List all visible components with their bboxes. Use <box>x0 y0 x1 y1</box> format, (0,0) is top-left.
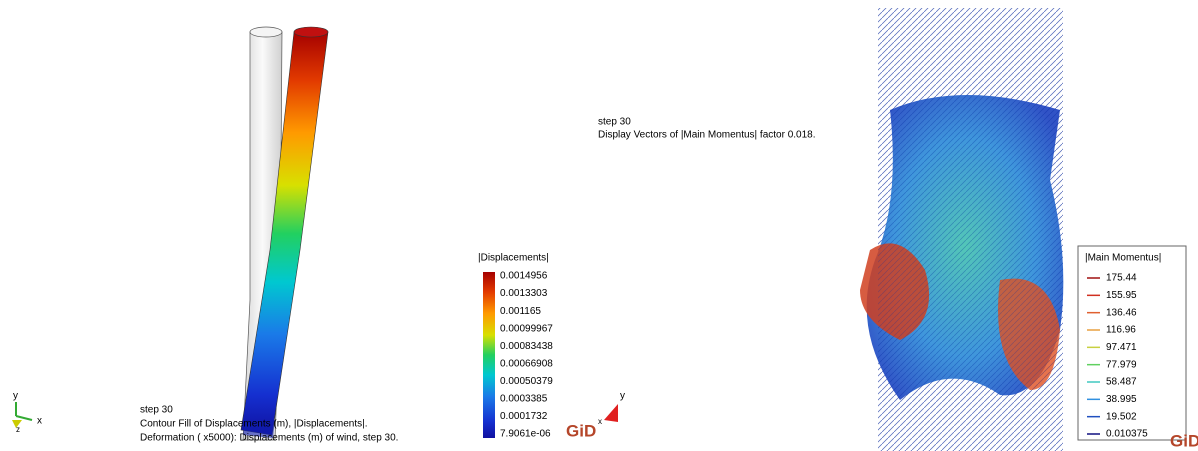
legend-label: 0.00050379 <box>500 376 553 387</box>
legend-label: 38.995 <box>1106 394 1137 405</box>
left-view: y x z step 30 Contour Fill of Displacemen… <box>12 27 596 444</box>
legend-label: 77.979 <box>1106 359 1137 370</box>
logo: GiD <box>566 421 596 440</box>
legend-label: 0.0001732 <box>500 411 548 422</box>
caption-line: Deformation ( x5000): Displacements (m) … <box>140 433 398 444</box>
legend-label: 0.0014956 <box>500 271 548 282</box>
deformed-top <box>294 27 328 37</box>
legend-label: 175.44 <box>1106 273 1137 284</box>
caption-line: Contour Fill of Displacements (m), |Disp… <box>140 419 368 430</box>
axis-label: z <box>16 425 20 434</box>
caption-line: step 30 <box>140 405 173 416</box>
axis-triad: y x <box>598 391 625 426</box>
axis-label: x <box>37 416 42 427</box>
legend-label: 155.95 <box>1106 290 1137 301</box>
tube-top <box>250 27 282 37</box>
legend-label: 19.502 <box>1106 411 1137 422</box>
legend-title: |Main Momentus| <box>1085 253 1161 264</box>
logo: GiD <box>1170 431 1198 450</box>
legend-label: 58.487 <box>1106 377 1137 388</box>
legend-label: 0.0013303 <box>500 288 548 299</box>
legend-label: 7.9061e-06 <box>500 429 551 440</box>
legend-title: |Displacements| <box>478 253 549 264</box>
caption-line: step 30 <box>598 117 631 128</box>
axis-label: x <box>598 417 602 426</box>
color-bar <box>483 272 495 438</box>
legend-label: 0.00083438 <box>500 341 553 352</box>
caption-line: Display Vectors of |Main Momentus| facto… <box>598 130 816 141</box>
axis-label: y <box>620 391 625 402</box>
legend-label: 0.001165 <box>500 306 541 317</box>
legend-label: 0.00099967 <box>500 323 553 334</box>
axis-label: y <box>13 391 18 402</box>
right-view: y x step 30 Display Vectors of |Main Mome… <box>598 8 1198 451</box>
legend-label: 97.471 <box>1106 342 1137 353</box>
legend-label: 0.00066908 <box>500 358 553 369</box>
legend-label: 116.96 <box>1106 325 1136 336</box>
screenshot: y x z step 30 Contour Fill of Displacemen… <box>0 0 1198 451</box>
axis-triad: y x z <box>12 391 42 434</box>
legend-label: 0.010375 <box>1106 429 1148 440</box>
vector-overlay <box>878 8 1063 451</box>
legend-label: 0.0003385 <box>500 394 548 405</box>
legend-label: 136.46 <box>1106 307 1137 318</box>
